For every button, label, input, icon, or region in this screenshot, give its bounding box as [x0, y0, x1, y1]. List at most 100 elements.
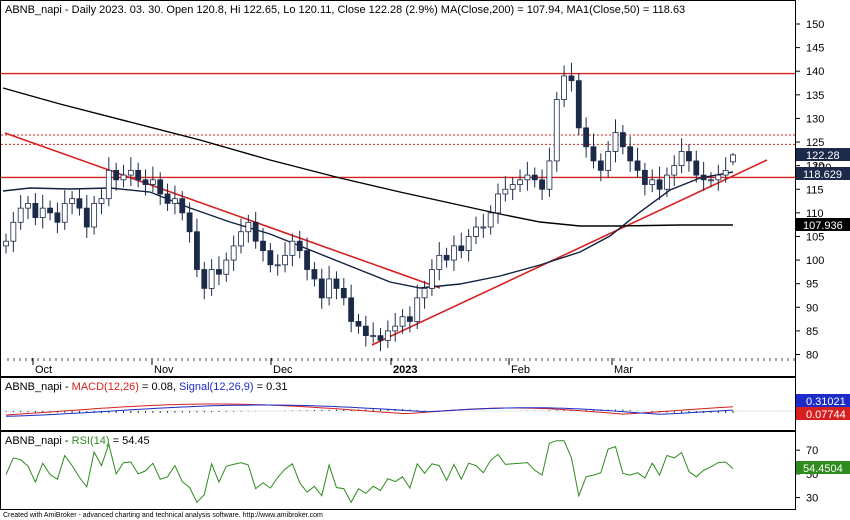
candle-body [465, 236, 472, 252]
candle-body [39, 207, 46, 218]
candle-body [451, 245, 457, 261]
macd-header-macd-value: = 0.08, [139, 381, 179, 393]
rsi-y-tick-label: 30 [806, 493, 818, 505]
candle-body [384, 330, 391, 341]
candle-body [311, 269, 318, 280]
candle-body [619, 132, 626, 148]
macd-header-sep: - [62, 381, 72, 393]
y-tick-label: 150 [806, 19, 824, 31]
candle-body [157, 179, 164, 195]
tag-close-bg [796, 148, 850, 161]
candle-body [546, 160, 553, 190]
x-tick-label: Feb [511, 364, 530, 376]
y-tick-label: 90 [806, 302, 818, 314]
candle-body [656, 179, 663, 190]
y-tick-label: 125 [806, 137, 824, 149]
candle-body [590, 146, 597, 162]
candle-body [238, 231, 244, 247]
tag-macd-bg [796, 407, 850, 420]
y-tick-label: 110 [806, 208, 824, 220]
candle-body [149, 179, 156, 185]
candle-body [296, 240, 303, 252]
candle-body [377, 335, 384, 341]
tag-signal-bg [796, 394, 850, 407]
up-trendline [371, 159, 768, 346]
candle-body [282, 254, 288, 266]
candle-body [722, 169, 729, 176]
candle-body [113, 169, 120, 181]
macd-layer [1, 403, 795, 417]
candle-body [208, 269, 215, 289]
tag-ma200-bg [796, 218, 850, 231]
candle-body [561, 75, 568, 100]
candle-body [127, 169, 134, 176]
candle-body [708, 179, 714, 182]
price-header-values: - Daily 2023. 03. 30. Open 120.8, Hi 122… [62, 4, 685, 16]
tag-macd: 0.07744 [796, 407, 850, 421]
rsi-pane-frame [0, 431, 796, 510]
down-trendline [4, 132, 441, 289]
candle-body [414, 297, 421, 322]
candle-body [216, 269, 222, 275]
ma50-line [2, 171, 734, 289]
candle-body [678, 151, 685, 167]
candle-body [318, 278, 325, 299]
tag-close: 122.28 [796, 148, 850, 162]
candle-body [230, 245, 237, 261]
candle-body [333, 278, 340, 289]
tag-macd-text: 0.07744 [806, 409, 846, 421]
candle-body [531, 174, 538, 181]
candle-body [583, 127, 590, 148]
candle-body [164, 193, 171, 204]
candle-body [553, 99, 560, 162]
candle-body [730, 154, 736, 163]
candle-body [76, 198, 83, 209]
candle-body [326, 278, 333, 299]
candle-body [458, 245, 465, 252]
candle-body [201, 269, 208, 289]
candle-body [399, 316, 406, 327]
candle-body [473, 226, 479, 237]
y-tick-label: 135 [806, 90, 824, 102]
candle-body [142, 179, 149, 185]
candle-body [223, 259, 230, 275]
candle-body [649, 179, 656, 185]
candle-body [194, 231, 200, 270]
candle-body [495, 193, 501, 214]
candle-body [362, 325, 369, 337]
candle-body [245, 221, 252, 233]
candle-body [105, 169, 112, 200]
rsi-header-symbol: ABNB_napi [5, 435, 62, 447]
macd-header: ABNB_napi - MACD(12,26) = 0.08, Signal(1… [5, 381, 288, 393]
candle-body [304, 250, 310, 270]
candle-body [524, 174, 531, 181]
tag-rsi: 54.4504 [796, 461, 850, 475]
candle-body [260, 240, 266, 252]
candle-body [355, 321, 362, 327]
price-header-symbol: ABNB_napi [5, 4, 62, 16]
candle-body [641, 169, 648, 185]
candle-body [597, 160, 604, 171]
y-tick-label: 130 [806, 113, 824, 125]
tag-signal-text: 0.31021 [806, 396, 846, 408]
candle-body [289, 240, 296, 256]
x-tick-label: Oct [35, 364, 52, 376]
candle-body [612, 132, 619, 152]
candle-body [267, 250, 274, 266]
macd-line [5, 403, 734, 416]
candle-body [502, 188, 509, 195]
candle-body [487, 212, 494, 228]
candle-body [186, 212, 193, 233]
candle-body [671, 165, 678, 176]
candle-body [340, 287, 347, 299]
candle-body [91, 203, 98, 228]
ma200-line [2, 87, 733, 227]
candle-body [83, 207, 90, 228]
rsi-header-sep: - [62, 435, 72, 447]
candle-body [575, 80, 582, 129]
tag-ma50: 118.629 [796, 167, 850, 181]
candle-body [252, 221, 259, 242]
candle-body [693, 160, 700, 176]
